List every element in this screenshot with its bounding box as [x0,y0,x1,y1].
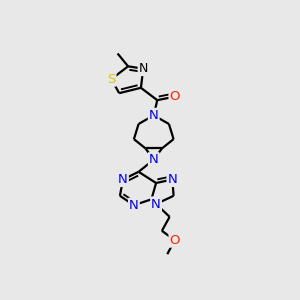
Text: O: O [169,90,180,103]
Text: N: N [118,173,128,186]
Text: N: N [149,153,159,166]
Text: O: O [169,234,180,247]
Text: N: N [149,109,159,122]
Text: N: N [167,173,177,186]
Text: N: N [151,197,161,211]
Text: N: N [129,199,139,212]
Text: N: N [139,62,148,75]
Text: S: S [107,73,116,86]
